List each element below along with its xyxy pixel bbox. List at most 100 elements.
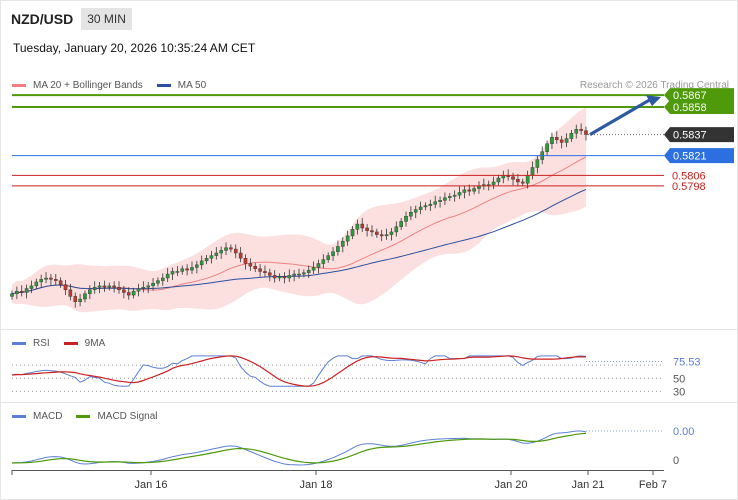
level-label-support: 0.5798 xyxy=(672,181,706,193)
candle-body xyxy=(49,277,53,280)
candle-body xyxy=(272,275,277,279)
level-label-pivot: 0.5821 xyxy=(673,151,707,163)
bollinger-band xyxy=(12,107,586,313)
ma50-swatch xyxy=(156,84,171,87)
candle-body xyxy=(214,252,219,256)
candle-body xyxy=(53,279,58,281)
candle-body xyxy=(545,143,549,152)
candle-body xyxy=(78,298,82,302)
candle-body xyxy=(58,280,63,285)
candle-body xyxy=(292,273,296,276)
candle-body xyxy=(151,283,155,287)
candle-body xyxy=(409,212,413,217)
level-tag-last xyxy=(664,127,734,143)
forecast-arrowhead xyxy=(646,95,661,107)
legend-ma20: MA 20 + Bollinger Bands xyxy=(12,80,143,91)
candle-body xyxy=(83,293,87,300)
candle-body xyxy=(321,259,326,264)
x-tick-label: Jan 21 xyxy=(571,479,604,491)
candle-body xyxy=(574,129,579,134)
candle-body xyxy=(336,246,340,252)
level-tag-resistance xyxy=(664,99,734,114)
candle-body xyxy=(345,235,350,242)
candle-body xyxy=(233,248,238,254)
candle-body xyxy=(520,181,525,184)
legend-ma50: MA 50 xyxy=(156,80,206,91)
candle-body xyxy=(243,258,248,264)
candle-body xyxy=(569,133,574,139)
rsi-swatch xyxy=(12,342,26,345)
legend-macd-signal: MACD Signal xyxy=(76,411,157,422)
rsi-level-label: 50 xyxy=(673,373,685,385)
candle-body xyxy=(375,231,379,235)
legend-9ma-label: 9MA xyxy=(84,338,106,349)
macd-swatch xyxy=(12,415,26,418)
9ma-swatch xyxy=(63,342,78,345)
timestamp: Tuesday, January 20, 2026 10:35:24 AM CE… xyxy=(13,41,256,55)
candle-body xyxy=(579,129,583,131)
candle-body xyxy=(195,264,199,268)
level-label-resistance: 0.5867 xyxy=(673,90,707,102)
candle-body xyxy=(277,276,282,279)
legend-9ma: 9MA xyxy=(63,338,106,349)
ma20-swatch xyxy=(12,84,26,87)
candle-body xyxy=(107,285,112,288)
candle-body xyxy=(511,176,515,180)
rsi-value-label: 75.53 xyxy=(673,357,701,369)
level-tag-pivot xyxy=(664,148,734,164)
timeframe-badge[interactable]: 30 MIN xyxy=(81,8,132,30)
candle-body xyxy=(404,215,408,222)
candle-body xyxy=(350,229,355,237)
candle-body xyxy=(443,197,447,201)
candle-body xyxy=(360,223,365,229)
candles-group xyxy=(10,123,588,308)
candle-body xyxy=(457,192,462,196)
candle-body xyxy=(24,288,29,293)
candle-body xyxy=(165,273,170,279)
candle-body xyxy=(180,268,185,272)
candle-body xyxy=(379,234,384,237)
macd-zero-label: 0 xyxy=(673,455,679,467)
candle-body xyxy=(141,287,146,289)
candle-body xyxy=(92,287,97,291)
candle-body xyxy=(447,196,452,198)
candle-body xyxy=(68,289,73,297)
candle-body xyxy=(316,263,321,268)
macd-legend: MACD MACD Signal xyxy=(12,411,171,422)
candle-body xyxy=(112,285,116,288)
candle-body xyxy=(306,269,311,273)
candle-body xyxy=(496,177,501,183)
candle-body xyxy=(472,188,476,192)
candle-body xyxy=(238,252,243,259)
candle-body xyxy=(102,285,107,288)
candle-body xyxy=(370,230,374,233)
candle-body xyxy=(340,240,345,247)
candle-body xyxy=(525,175,530,184)
candle-body xyxy=(97,285,102,288)
chart-header: NZD/USD 30 MIN xyxy=(11,8,132,30)
candle-body xyxy=(418,206,423,210)
candle-body xyxy=(156,280,160,284)
candle-body xyxy=(491,181,496,185)
candle-body xyxy=(146,285,151,288)
candle-body xyxy=(584,130,588,135)
x-tick-label: Feb 7 xyxy=(639,479,667,491)
candle-body xyxy=(204,258,209,262)
macd-line xyxy=(11,430,587,466)
candle-body xyxy=(126,292,131,296)
candle-body xyxy=(535,159,540,168)
price-legend: MA 20 + Bollinger Bands MA 50 xyxy=(12,80,220,91)
candle-body xyxy=(287,275,292,279)
level-label-resistance: 0.5858 xyxy=(673,102,707,114)
candle-body xyxy=(389,231,394,235)
candle-body xyxy=(423,205,428,208)
candle-body xyxy=(185,268,189,271)
candle-body xyxy=(229,247,233,250)
macd-signal-line xyxy=(11,432,587,464)
rsi-legend: RSI 9MA xyxy=(12,338,119,349)
rsi-9ma-line xyxy=(11,355,587,387)
candle-body xyxy=(117,287,121,291)
legend-rsi-label: RSI xyxy=(33,338,50,349)
candle-body xyxy=(19,290,24,293)
candle-body xyxy=(39,279,43,283)
